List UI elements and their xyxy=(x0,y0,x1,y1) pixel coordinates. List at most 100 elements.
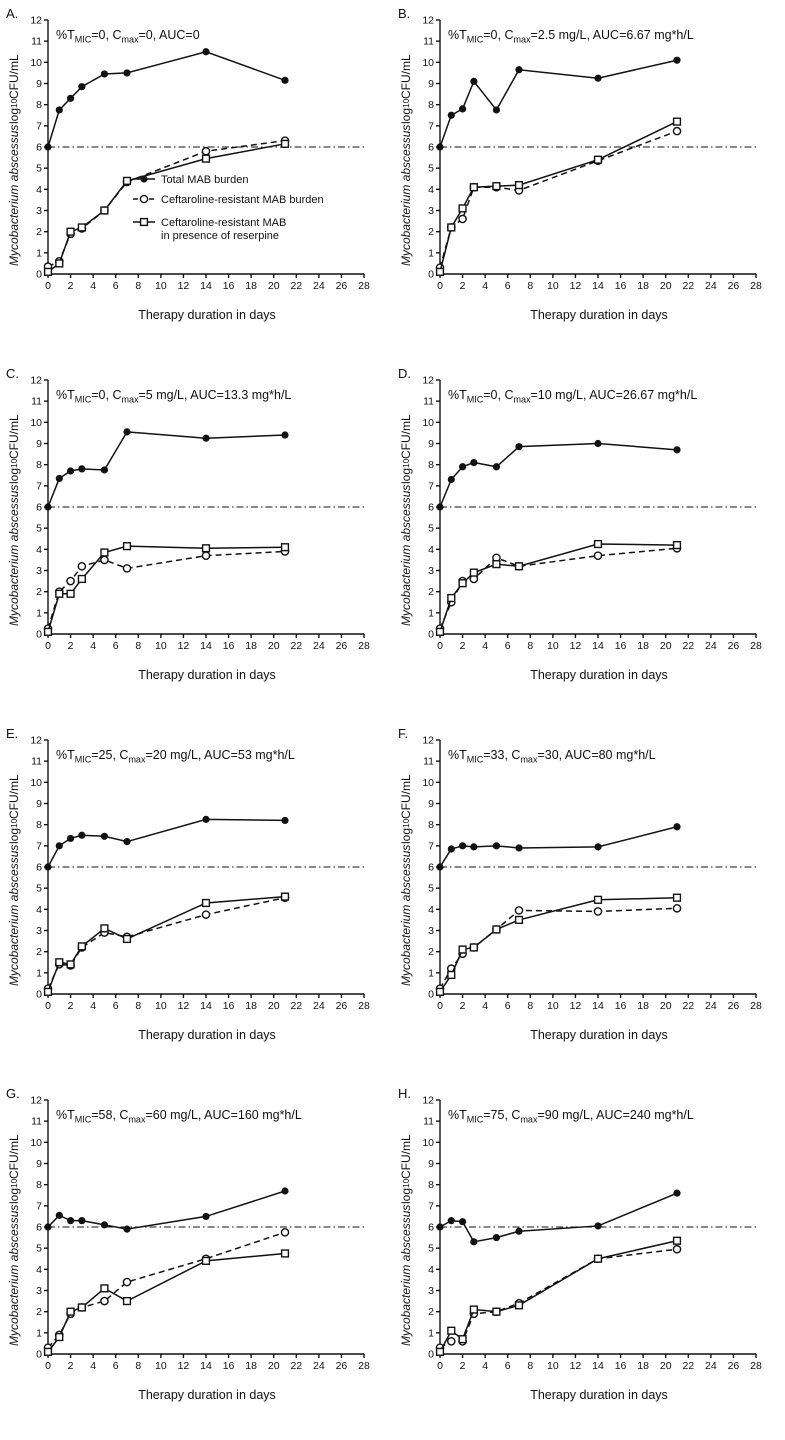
panel-title: %TMIC=75, Cmax=90 mg/L, AUC=240 mg*h/L xyxy=(448,1108,694,1125)
svg-text:5: 5 xyxy=(428,1243,434,1255)
svg-text:5: 5 xyxy=(428,163,434,175)
plot-wrap: %TMIC=0, Cmax=5 mg/L, AUC=13.3 mg*h/L 0 1… xyxy=(22,372,374,683)
svg-text:18: 18 xyxy=(637,1000,649,1012)
svg-text:7: 7 xyxy=(36,1200,42,1212)
svg-text:4: 4 xyxy=(90,1360,96,1372)
svg-text:4: 4 xyxy=(428,184,434,196)
svg-text:3: 3 xyxy=(36,925,42,937)
svg-text:9: 9 xyxy=(428,438,434,450)
svg-text:Ceftaroline-resistant MAB burd: Ceftaroline-resistant MAB burden xyxy=(161,194,324,206)
svg-text:2: 2 xyxy=(460,1000,466,1012)
svg-text:18: 18 xyxy=(245,1000,257,1012)
svg-text:8: 8 xyxy=(428,459,434,471)
svg-text:22: 22 xyxy=(290,640,302,652)
svg-text:12: 12 xyxy=(570,280,582,292)
series-reserpine xyxy=(43,892,290,996)
svg-text:2: 2 xyxy=(428,1306,434,1318)
svg-text:8: 8 xyxy=(428,99,434,111)
svg-text:16: 16 xyxy=(615,280,627,292)
svg-text:10: 10 xyxy=(422,57,434,69)
plot-wrap: %TMIC=58, Cmax=60 mg/L, AUC=160 mg*h/L 0… xyxy=(22,1092,374,1403)
svg-text:Ceftaroline-resistant MAB: Ceftaroline-resistant MAB xyxy=(161,217,286,229)
svg-text:8: 8 xyxy=(135,640,141,652)
svg-text:2: 2 xyxy=(68,280,74,292)
svg-text:16: 16 xyxy=(615,1360,627,1372)
chart-panel-h: H. Mycobacterium abscessus log 10 CFU/mL … xyxy=(392,1080,785,1440)
svg-text:8: 8 xyxy=(527,1360,533,1372)
svg-text:8: 8 xyxy=(527,640,533,652)
svg-text:22: 22 xyxy=(290,280,302,292)
svg-text:22: 22 xyxy=(682,1360,694,1372)
svg-text:11: 11 xyxy=(31,36,42,48)
svg-text:1: 1 xyxy=(428,247,434,259)
svg-text:28: 28 xyxy=(358,1000,370,1012)
svg-text:22: 22 xyxy=(290,1360,302,1372)
svg-text:9: 9 xyxy=(36,438,42,450)
svg-text:10: 10 xyxy=(155,640,167,652)
series-reserpine xyxy=(435,893,682,996)
y-axis-label: Mycobacterium abscessus log 10 CFU/mL xyxy=(7,54,21,266)
series-reserpine xyxy=(43,1249,290,1356)
panel-letter: E. xyxy=(6,726,19,741)
svg-text:24: 24 xyxy=(313,280,325,292)
svg-text:1: 1 xyxy=(36,607,42,619)
y-axis-label: Mycobacterium abscessus log 10 CFU/mL xyxy=(399,414,413,626)
svg-text:3: 3 xyxy=(428,1285,434,1297)
svg-text:24: 24 xyxy=(313,1360,325,1372)
svg-text:2: 2 xyxy=(36,226,42,238)
chart-panel-g: G. Mycobacterium abscessus log 10 CFU/mL … xyxy=(0,1080,392,1440)
svg-text:14: 14 xyxy=(200,640,212,652)
series-total xyxy=(436,56,681,151)
svg-text:16: 16 xyxy=(615,1000,627,1012)
panel-title: %TMIC=25, Cmax=20 mg/L, AUC=53 mg*h/L xyxy=(56,748,295,765)
svg-text:3: 3 xyxy=(36,565,42,577)
svg-text:5: 5 xyxy=(36,1243,42,1255)
svg-text:4: 4 xyxy=(36,904,42,916)
plot-wrap: %TMIC=0, Cmax=2.5 mg/L, AUC=6.67 mg*h/L … xyxy=(414,12,766,323)
svg-text:0: 0 xyxy=(428,269,434,281)
svg-text:12: 12 xyxy=(422,375,434,387)
series-resistant xyxy=(435,1244,682,1352)
y-axis-label: Mycobacterium abscessus log 10 CFU/mL xyxy=(7,774,21,986)
svg-text:20: 20 xyxy=(268,280,280,292)
panel-title: %TMIC=0, Cmax=2.5 mg/L, AUC=6.67 mg*h/L xyxy=(448,28,694,45)
svg-text:14: 14 xyxy=(200,1360,212,1372)
svg-text:11: 11 xyxy=(31,396,42,408)
svg-text:12: 12 xyxy=(30,1095,42,1107)
x-axis-label: Therapy duration in days xyxy=(138,668,276,682)
svg-text:4: 4 xyxy=(482,640,488,652)
svg-text:26: 26 xyxy=(336,640,348,652)
svg-text:10: 10 xyxy=(30,1137,42,1149)
svg-text:6: 6 xyxy=(428,502,434,514)
svg-text:12: 12 xyxy=(570,1360,582,1372)
series-reserpine xyxy=(435,1236,682,1356)
svg-text:12: 12 xyxy=(422,735,434,747)
chart-panel-f: F. Mycobacterium abscessus log 10 CFU/mL … xyxy=(392,720,785,1080)
svg-text:24: 24 xyxy=(313,640,325,652)
svg-text:0: 0 xyxy=(36,269,42,281)
svg-text:4: 4 xyxy=(428,544,434,556)
x-axis-label: Therapy duration in days xyxy=(138,1028,276,1042)
panel-title: %TMIC=0, Cmax=5 mg/L, AUC=13.3 mg*h/L xyxy=(56,388,292,405)
svg-text:6: 6 xyxy=(505,280,511,292)
svg-text:6: 6 xyxy=(36,502,42,514)
svg-text:28: 28 xyxy=(750,280,762,292)
svg-text:5: 5 xyxy=(428,883,434,895)
svg-text:18: 18 xyxy=(637,1360,649,1372)
svg-text:0: 0 xyxy=(428,989,434,1001)
svg-text:28: 28 xyxy=(750,640,762,652)
x-axis-label: Therapy duration in days xyxy=(530,1388,668,1402)
svg-text:6: 6 xyxy=(36,142,42,154)
svg-text:10: 10 xyxy=(422,1137,434,1149)
svg-text:5: 5 xyxy=(36,163,42,175)
svg-text:12: 12 xyxy=(570,1000,582,1012)
svg-text:18: 18 xyxy=(245,640,257,652)
svg-text:6: 6 xyxy=(505,640,511,652)
svg-text:4: 4 xyxy=(482,1000,488,1012)
svg-text:8: 8 xyxy=(36,819,42,831)
